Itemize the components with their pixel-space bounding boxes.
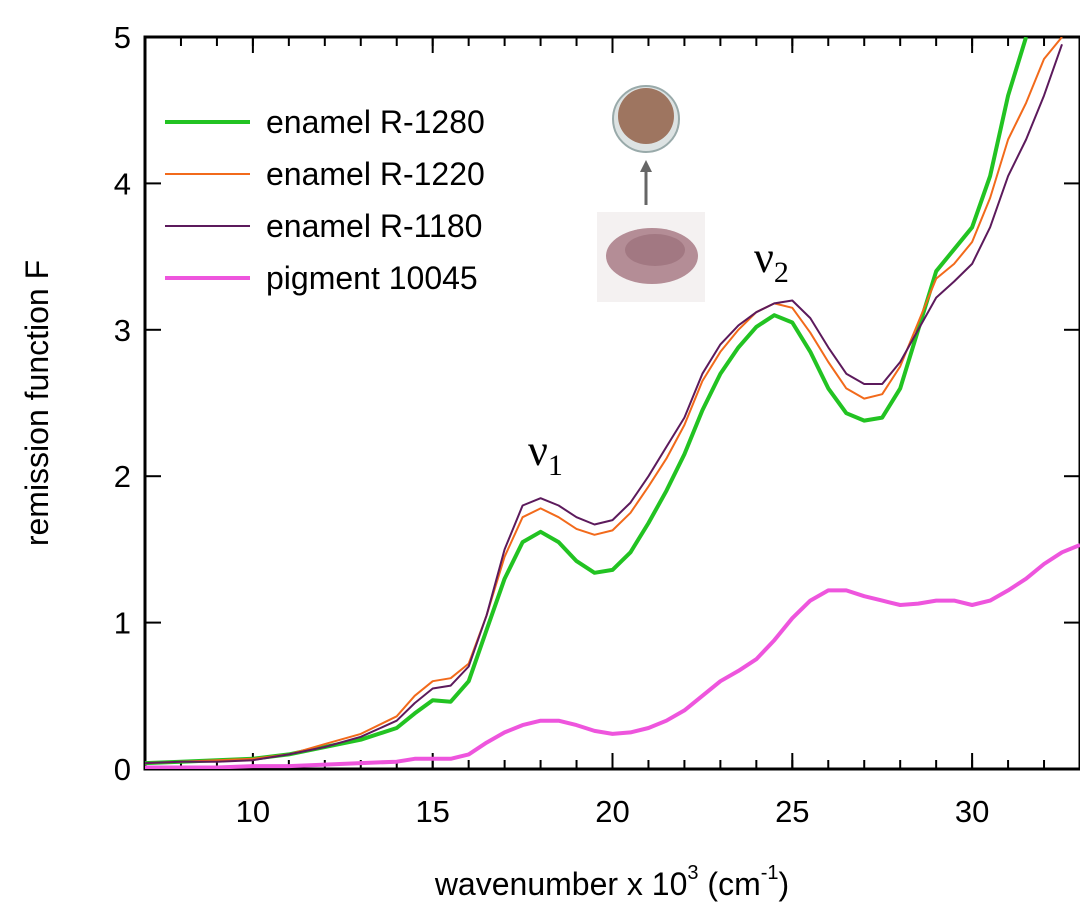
annotation-subscript: 2 [774,256,789,289]
y-axis-title: remission function F [19,260,55,546]
annotation: ν2 [754,233,789,289]
series-line [145,543,1080,769]
plot-frame [143,35,1080,771]
y-tick-label: 0 [114,752,131,787]
y-tick-label: 4 [114,166,131,201]
x-axis-title-part: (cm [699,866,761,902]
legend-label: enamel R-1180 [266,208,482,244]
x-axis-title-sup: 3 [687,862,698,884]
annotation: ν1 [528,426,563,482]
x-axis-title: wavenumber x 103 (cm-1) [434,862,789,902]
y-tick-label: 3 [114,313,131,348]
legend-label: enamel R-1280 [266,104,485,140]
series-line [145,37,1063,765]
annotation-subscript: 1 [548,449,563,482]
y-tick-label: 2 [114,459,131,494]
annotation-symbol: ν [754,233,774,282]
y-tick-label: 5 [114,20,131,55]
x-axis-title-sup: -1 [761,862,779,884]
series-line [145,37,1029,766]
x-axis-title-part: wavenumber x 10 [434,866,688,902]
x-tick-label: 20 [595,794,629,829]
inset-images [597,85,705,302]
y-tick-label: 1 [114,606,131,641]
x-tick-label: 25 [775,794,809,829]
x-tick-label: 10 [236,794,270,829]
legend-label: enamel R-1220 [266,156,485,192]
plot-lines [145,37,1080,769]
x-tick-label: 15 [415,794,449,829]
x-tick-label: 30 [955,794,989,829]
legend-label: pigment 10045 [266,260,478,296]
annotation-symbol: ν [528,426,548,475]
series-line [145,43,1063,765]
x-axis-title-part: ) [779,866,790,902]
